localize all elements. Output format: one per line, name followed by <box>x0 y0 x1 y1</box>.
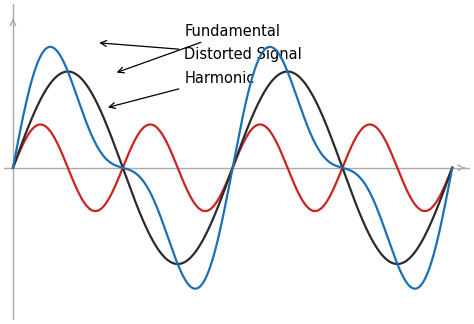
Text: Harmonic: Harmonic <box>109 71 255 109</box>
Text: Distorted Signal: Distorted Signal <box>100 40 302 62</box>
Text: Fundamental: Fundamental <box>118 24 280 73</box>
